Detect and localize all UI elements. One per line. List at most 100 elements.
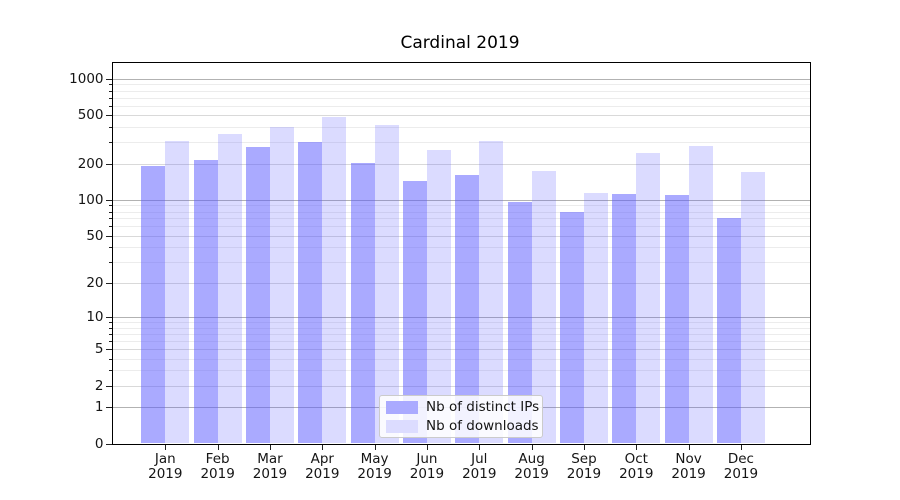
y-tick-10 <box>105 316 112 318</box>
x-tick-label-may-2019: May 2019 <box>357 450 392 482</box>
x-tick-sep <box>583 444 585 450</box>
gridline-1000 <box>111 78 810 80</box>
x-tick-label-mar-2019: Mar 2019 <box>252 450 288 482</box>
y-tick-label-1: 1 <box>94 398 104 415</box>
bar-nb-of-distinct-ips-dec-2019 <box>716 218 741 444</box>
bar-nb-of-downloads-sep-2019 <box>583 192 608 444</box>
chart-title: Cardinal 2019 <box>400 33 520 53</box>
gridline-800 <box>111 90 810 92</box>
legend-label-distinct-ips: Nb of distinct IPs <box>426 399 540 415</box>
y-minor-tick-40 <box>108 247 112 249</box>
gridline-500 <box>111 115 810 117</box>
x-tick-may <box>374 444 376 450</box>
y-tick-label-10: 10 <box>86 308 104 325</box>
bar-nb-of-downloads-jun-2019 <box>426 149 451 444</box>
y-minor-tick-4 <box>108 358 112 360</box>
y-minor-tick-700 <box>108 97 112 99</box>
x-tick-jul <box>479 444 481 450</box>
y-tick-2 <box>105 385 112 387</box>
x-tick-label-oct-2019: Oct 2019 <box>619 450 654 482</box>
x-tick-label-jun-2019: Jun 2019 <box>409 450 445 482</box>
y-tick-1000 <box>105 78 112 80</box>
y-minor-tick-3 <box>108 370 112 372</box>
x-tick-aug <box>531 444 533 450</box>
y-tick-label-500: 500 <box>77 107 104 124</box>
y-minor-tick-9 <box>108 321 112 323</box>
x-tick-label-jul-2019: Jul 2019 <box>462 450 497 482</box>
plot-area-border <box>111 62 811 445</box>
y-tick-20 <box>105 282 112 284</box>
x-tick-oct <box>636 444 638 450</box>
y-minor-tick-8 <box>108 327 112 329</box>
legend: Nb of distinct IPs Nb of downloads <box>379 395 543 438</box>
y-tick-label-2: 2 <box>94 377 104 394</box>
legend-swatch-distinct-ips <box>386 400 418 414</box>
bar-nb-of-distinct-ips-oct-2019 <box>612 193 637 444</box>
y-tick-label-5: 5 <box>94 340 104 357</box>
bar-nb-of-distinct-ips-feb-2019 <box>193 159 218 444</box>
x-tick-feb <box>217 444 219 450</box>
x-tick-label-sep-2019: Sep 2019 <box>566 450 602 482</box>
bar-nb-of-downloads-apr-2019 <box>322 117 347 444</box>
y-tick-5 <box>105 348 112 350</box>
gridline-300 <box>111 142 810 144</box>
y-tick-200 <box>105 163 112 165</box>
x-tick-label-dec-2019: Dec 2019 <box>723 450 759 482</box>
x-tick-label-nov-2019: Nov 2019 <box>671 450 706 482</box>
y-tick-label-0: 0 <box>94 435 104 452</box>
y-tick-0 <box>105 443 112 445</box>
legend-entry-downloads: Nb of downloads <box>386 418 539 434</box>
bar-nb-of-distinct-ips-sep-2019 <box>559 212 584 444</box>
bar-nb-of-downloads-may-2019 <box>374 124 399 444</box>
y-minor-tick-400 <box>108 127 112 129</box>
bar-nb-of-distinct-ips-may-2019 <box>350 163 375 444</box>
gridline-600 <box>111 105 810 107</box>
gridline-200 <box>111 163 810 165</box>
y-tick-label-50: 50 <box>86 227 104 244</box>
bar-nb-of-distinct-ips-jan-2019 <box>141 165 166 444</box>
y-tick-1 <box>105 406 112 408</box>
x-tick-apr <box>322 444 324 450</box>
y-tick-label-20: 20 <box>86 274 104 291</box>
x-tick-label-feb-2019: Feb 2019 <box>200 450 235 482</box>
bar-nb-of-downloads-jul-2019 <box>479 140 504 444</box>
y-tick-50 <box>105 235 112 237</box>
bar-nb-of-downloads-dec-2019 <box>740 172 765 444</box>
legend-swatch-downloads <box>386 419 418 433</box>
bar-nb-of-distinct-ips-apr-2019 <box>298 142 323 444</box>
bar-nb-of-distinct-ips-mar-2019 <box>245 146 270 444</box>
gridline-400 <box>111 127 810 129</box>
x-tick-label-apr-2019: Apr 2019 <box>305 450 340 482</box>
y-minor-tick-70 <box>108 218 112 220</box>
x-tick-label-aug-2019: Aug 2019 <box>514 450 549 482</box>
y-tick-label-200: 200 <box>77 155 104 172</box>
bar-nb-of-downloads-feb-2019 <box>217 134 242 444</box>
bar-nb-of-downloads-oct-2019 <box>636 152 661 444</box>
y-minor-tick-300 <box>108 142 112 144</box>
y-tick-label-1000: 1000 <box>69 70 104 87</box>
x-tick-jan <box>165 444 167 450</box>
bar-nb-of-downloads-jan-2019 <box>165 140 190 444</box>
x-tick-jun <box>426 444 428 450</box>
y-minor-tick-7 <box>108 333 112 335</box>
x-tick-mar <box>269 444 271 450</box>
bar-nb-of-distinct-ips-nov-2019 <box>664 194 689 444</box>
y-tick-100 <box>105 199 112 201</box>
y-minor-tick-30 <box>108 262 112 264</box>
bar-nb-of-downloads-mar-2019 <box>269 127 294 444</box>
x-tick-nov <box>688 444 690 450</box>
bar-nb-of-downloads-nov-2019 <box>688 145 713 444</box>
y-minor-tick-6 <box>108 340 112 342</box>
legend-entry-distinct-ips: Nb of distinct IPs <box>386 399 540 415</box>
y-minor-tick-80 <box>108 211 112 213</box>
x-tick-label-jan-2019: Jan 2019 <box>148 450 183 482</box>
gridline-700 <box>111 97 810 99</box>
y-minor-tick-800 <box>108 90 112 92</box>
y-minor-tick-90 <box>108 205 112 207</box>
y-tick-500 <box>105 115 112 117</box>
y-tick-label-100: 100 <box>77 191 104 208</box>
legend-label-downloads: Nb of downloads <box>426 418 539 434</box>
y-minor-tick-60 <box>108 226 112 228</box>
gridline-900 <box>111 84 810 86</box>
